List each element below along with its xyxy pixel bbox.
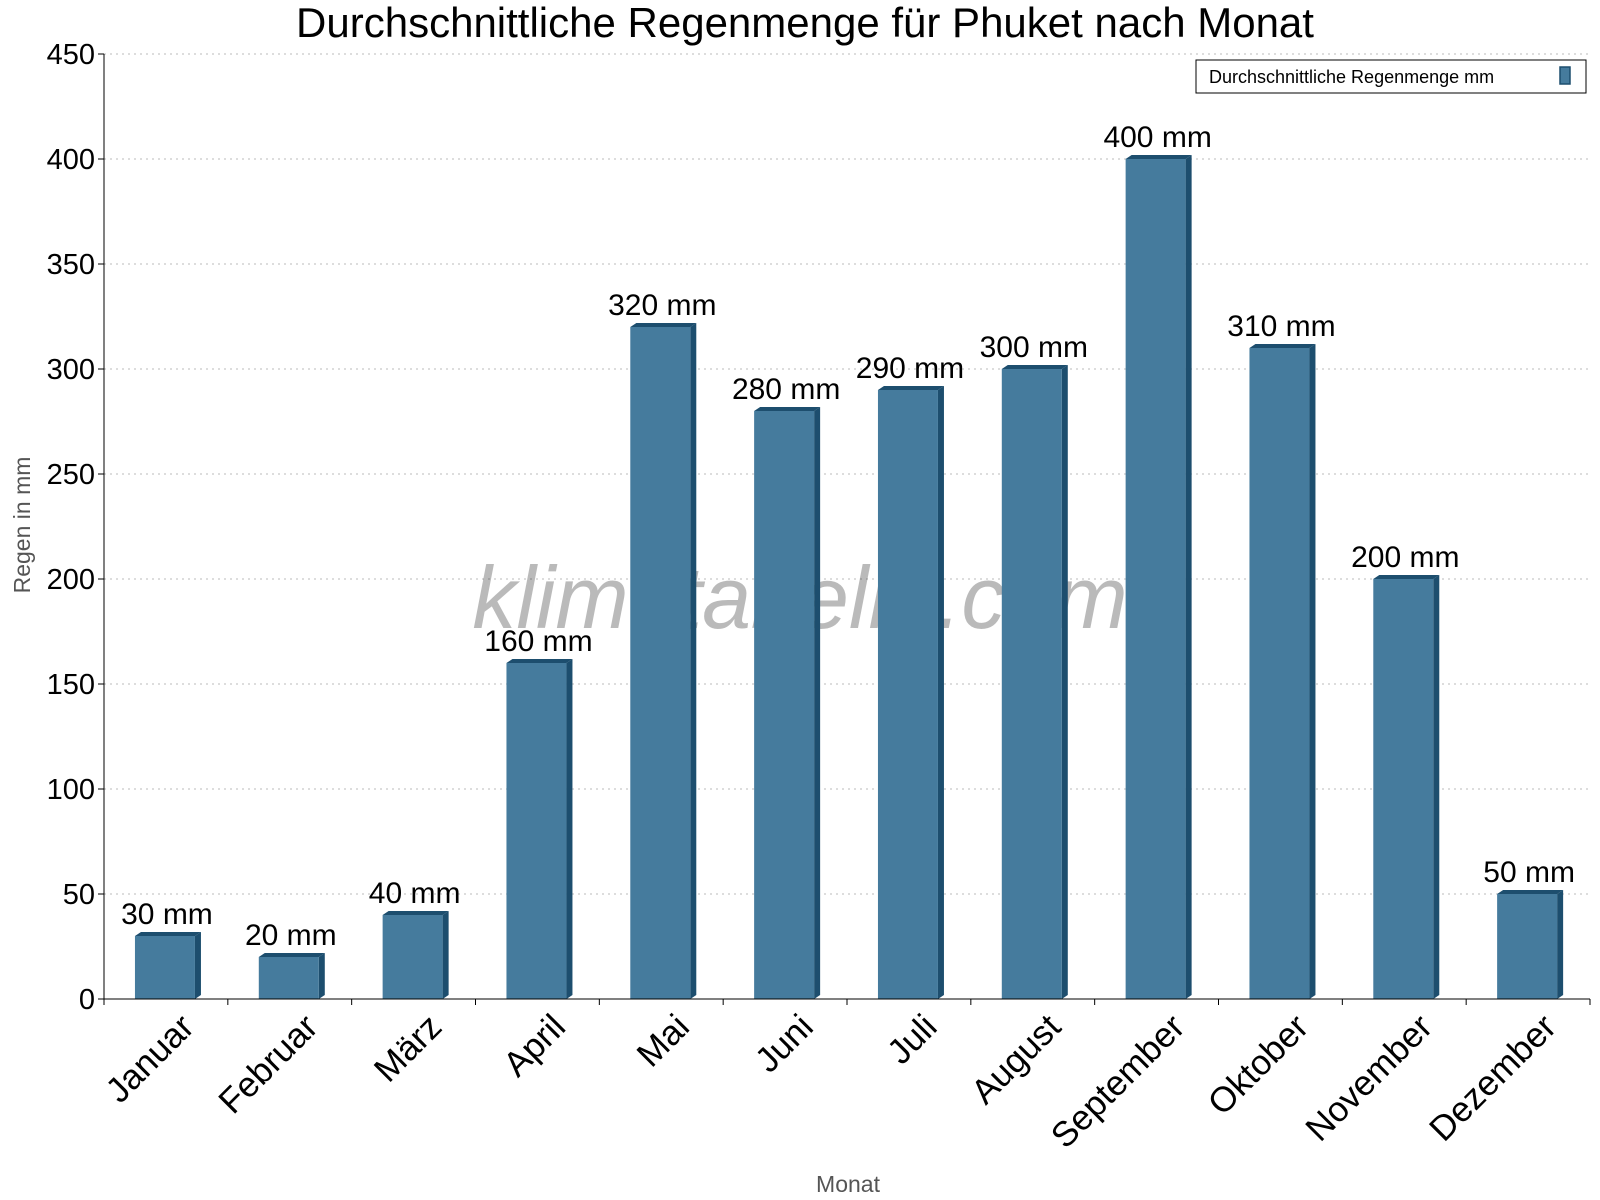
y-axis-label: Regen in mm: [9, 457, 35, 594]
bar-top: [754, 407, 821, 411]
axes-layer: [98, 53, 1591, 1005]
bar: [1497, 890, 1564, 999]
x-axis-label: Monat: [816, 1171, 881, 1197]
data-label: 40 mm: [369, 877, 461, 910]
bar-front: [382, 915, 443, 999]
x-tick-label: Oktober: [1200, 1007, 1316, 1123]
bar: [1373, 575, 1440, 999]
bar-side: [1309, 344, 1316, 999]
bar-top: [258, 953, 325, 957]
bar: [1125, 155, 1192, 999]
x-tick-label: Dezember: [1422, 1007, 1564, 1149]
x-tick-label: August: [964, 1007, 1069, 1112]
bar: [1001, 365, 1068, 999]
y-tick-label: 300: [47, 354, 95, 386]
y-tick-label: 100: [47, 774, 95, 806]
y-tick-label: 450: [47, 39, 95, 71]
bar-side: [1185, 155, 1192, 999]
bar-front: [258, 957, 319, 999]
bar-front: [1125, 159, 1186, 999]
bar-side: [442, 911, 449, 999]
bar-top: [506, 659, 573, 663]
bar-front: [754, 411, 815, 999]
bar-front: [877, 390, 938, 999]
bar-top: [1249, 344, 1316, 348]
bar-top: [1497, 890, 1564, 894]
bar: [382, 911, 449, 999]
bar-side: [937, 386, 944, 999]
bars-layer: [134, 155, 1564, 999]
x-tick-label: Mai: [629, 1007, 696, 1074]
bar-front: [1249, 348, 1310, 999]
bar-front: [1497, 894, 1558, 999]
y-tick-label: 200: [47, 564, 95, 596]
y-tick-label: 50: [63, 879, 95, 911]
chart-title: Durchschnittliche Regenmenge für Phuket …: [296, 0, 1314, 46]
bar-side: [1433, 575, 1440, 999]
data-label: 310 mm: [1227, 310, 1335, 343]
bar-top: [630, 323, 697, 327]
x-tick-label: April: [496, 1007, 573, 1084]
data-label: 30 mm: [121, 898, 213, 931]
grid-layer: [104, 53, 1590, 895]
bar: [506, 659, 573, 999]
y-tick-label: 150: [47, 669, 95, 701]
data-label: 20 mm: [245, 919, 337, 952]
bar-front: [1373, 579, 1434, 999]
data-label: 280 mm: [732, 373, 840, 406]
y-tick-label: 0: [79, 984, 95, 1016]
x-tick-label: Februar: [211, 1007, 325, 1121]
y-tick-label: 400: [47, 144, 95, 176]
bar-front: [134, 936, 195, 999]
bar: [1249, 344, 1316, 999]
legend-box: [1195, 59, 1587, 94]
bar-side: [318, 953, 325, 999]
legend-swatch: [1559, 66, 1571, 85]
bar-side: [1557, 890, 1564, 999]
bar-side: [814, 407, 821, 999]
data-label: 290 mm: [856, 352, 964, 385]
x-tick-label: Juni: [748, 1007, 821, 1080]
data-label: 300 mm: [980, 331, 1088, 364]
bar-top: [1373, 575, 1440, 579]
bar-side: [690, 323, 697, 999]
bar: [630, 323, 697, 999]
bar-front: [506, 663, 567, 999]
x-tick-label: Juli: [880, 1007, 945, 1072]
y-tick-label: 350: [47, 249, 95, 281]
x-tick-label: November: [1298, 1007, 1440, 1149]
bar-side: [1061, 365, 1068, 999]
legend: Durchschnittliche Regenmenge mm: [1195, 59, 1587, 94]
bar-side: [566, 659, 573, 999]
data-label: 320 mm: [608, 289, 716, 322]
bar-top: [877, 386, 944, 390]
x-tick-label: Januar: [98, 1007, 201, 1110]
bar-front: [630, 327, 691, 999]
x-tick-label: September: [1044, 1007, 1193, 1156]
data-label: 200 mm: [1351, 541, 1459, 574]
bar: [134, 932, 201, 999]
x-tick-label: März: [367, 1007, 450, 1090]
data-label: 50 mm: [1483, 856, 1575, 889]
legend-entry-label: Durchschnittliche Regenmenge mm: [1209, 67, 1494, 87]
bar-top: [1001, 365, 1068, 369]
bar: [258, 953, 325, 999]
bar: [877, 386, 944, 999]
bar-front: [1001, 369, 1062, 999]
data-label: 160 mm: [484, 625, 592, 658]
bar-side: [194, 932, 201, 999]
data-label: 400 mm: [1103, 121, 1211, 154]
bar-top: [382, 911, 449, 915]
bar: [754, 407, 821, 999]
bar-top: [1125, 155, 1192, 159]
y-tick-label: 250: [47, 459, 95, 491]
bar-top: [134, 932, 201, 936]
